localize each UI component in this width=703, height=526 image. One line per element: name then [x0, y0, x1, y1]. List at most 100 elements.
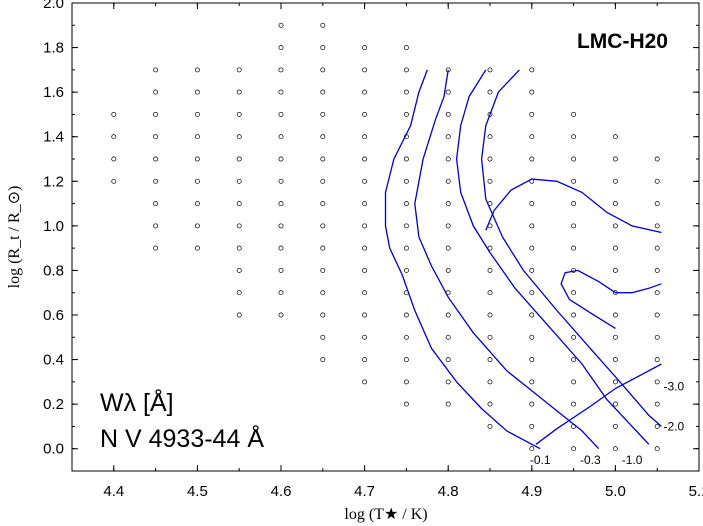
- grid-point: [571, 357, 577, 363]
- grid-point: [487, 379, 493, 385]
- grid-point: [445, 334, 451, 340]
- contour-line: [560, 269, 662, 329]
- grid-point: [529, 245, 535, 251]
- grid-point: [403, 267, 409, 273]
- grid-point: [362, 111, 368, 117]
- contour-label: -0.3: [580, 453, 601, 467]
- grid-point: [362, 223, 368, 229]
- contour-lines: [384, 69, 662, 450]
- grid-point: [194, 178, 200, 184]
- grid-point: [111, 178, 117, 184]
- grid-point: [612, 245, 618, 251]
- grid-point: [445, 201, 451, 207]
- grid-point: [362, 379, 368, 385]
- grid-point: [654, 312, 660, 318]
- grid-point: [529, 134, 535, 140]
- y-tick-label: 1.8: [43, 40, 64, 57]
- y-tick-label: 0.2: [43, 396, 64, 413]
- grid-point: [362, 178, 368, 184]
- grid-point: [529, 156, 535, 162]
- grid-point: [403, 334, 409, 340]
- y-tick-label: 1.6: [43, 84, 64, 101]
- contour-line: [414, 69, 600, 450]
- grid-point: [529, 357, 535, 363]
- grid-point: [403, 379, 409, 385]
- grid-point: [403, 223, 409, 229]
- grid-point: [153, 156, 159, 162]
- grid-point: [278, 267, 284, 273]
- x-tick-label: 4.6: [271, 483, 292, 500]
- grid-point: [278, 312, 284, 318]
- y-tick-label: 0.4: [43, 352, 64, 369]
- grid-point: [612, 201, 618, 207]
- grid-point: [403, 357, 409, 363]
- grid-point: [362, 334, 368, 340]
- grid-point: [445, 89, 451, 95]
- grid-point: [654, 245, 660, 251]
- x-tick-label: 4.5: [187, 483, 208, 500]
- grid-point: [362, 89, 368, 95]
- grid-point: [529, 379, 535, 385]
- contour-label: -1.0: [622, 453, 643, 467]
- grid-point: [320, 334, 326, 340]
- grid-point: [487, 401, 493, 407]
- grid-point: [362, 312, 368, 318]
- grid-point: [529, 111, 535, 117]
- grid-point: [278, 134, 284, 140]
- grid-point: [236, 201, 242, 207]
- grid-point: [487, 111, 493, 117]
- grid-point: [612, 134, 618, 140]
- grid-point: [654, 334, 660, 340]
- grid-point: [320, 45, 326, 51]
- x-tick-label: 4.8: [438, 483, 459, 500]
- grid-point: [194, 111, 200, 117]
- grid-point: [320, 357, 326, 363]
- contour-label: -0.1: [530, 453, 551, 467]
- grid-point: [612, 178, 618, 184]
- grid-point: [654, 446, 660, 452]
- grid-point: [194, 67, 200, 73]
- grid-point: [487, 334, 493, 340]
- y-tick-label: 2.0: [43, 0, 64, 12]
- grid-point: [445, 357, 451, 363]
- grid-point: [571, 334, 577, 340]
- grid-point: [654, 357, 660, 363]
- grid-point: [403, 111, 409, 117]
- grid-point: [362, 201, 368, 207]
- grid-point: [529, 89, 535, 95]
- grid-point: [403, 201, 409, 207]
- grid-point: [654, 201, 660, 207]
- contour-line: [455, 69, 650, 445]
- grid-point: [487, 156, 493, 162]
- grid-point: [445, 312, 451, 318]
- grid-point: [654, 178, 660, 184]
- contour-label: -3.0: [664, 379, 685, 393]
- grid-point: [194, 89, 200, 95]
- grid-point: [612, 312, 618, 318]
- x-axis: 4.4 4.5 4.6 4.7 4.8 4.9 5.0 5.1: [71, 3, 703, 500]
- grid-point: [403, 45, 409, 51]
- grid-point: [403, 401, 409, 407]
- grid-point: [236, 290, 242, 296]
- contour-line: [480, 69, 662, 427]
- grid-point: [403, 67, 409, 73]
- grid-point: [278, 290, 284, 296]
- grid-point: [571, 156, 577, 162]
- annotation-line-1: Wλ [Å]: [100, 387, 174, 417]
- grid-point: [236, 134, 242, 140]
- grid-point: [529, 401, 535, 407]
- contour-labels: -0.1 -0.3 -1.0 -2.0 -3.0: [530, 379, 685, 467]
- grid-point: [111, 111, 117, 117]
- grid-point: [278, 45, 284, 51]
- grid-point: [654, 223, 660, 229]
- grid-point: [278, 156, 284, 162]
- grid-point: [612, 334, 618, 340]
- grid-point: [529, 334, 535, 340]
- x-tick-label: 4.4: [103, 483, 124, 500]
- plot-frame: [71, 2, 700, 472]
- grid-point: [111, 156, 117, 162]
- grid-point: [571, 223, 577, 229]
- grid-point: [278, 67, 284, 73]
- grid-point: [571, 201, 577, 207]
